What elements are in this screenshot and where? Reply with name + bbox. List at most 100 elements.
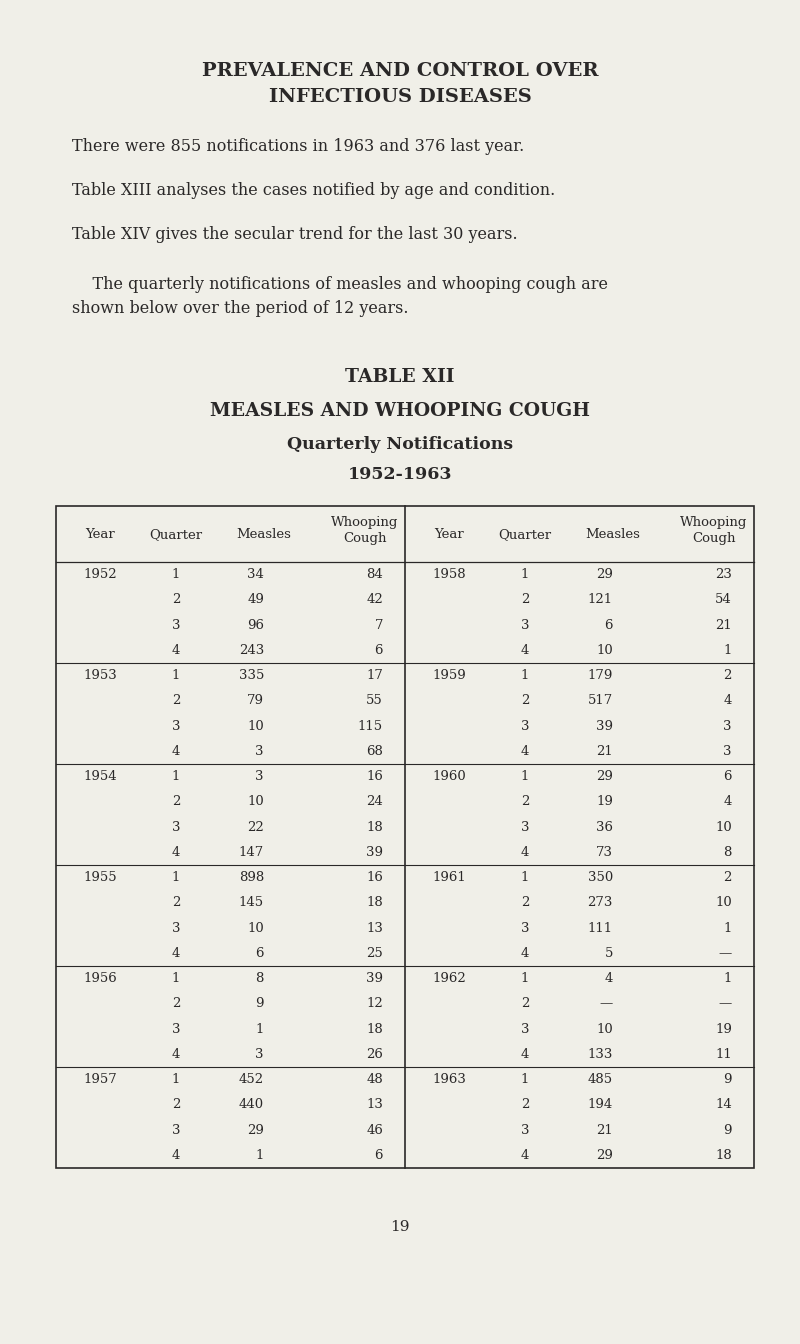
Text: Quarter: Quarter <box>498 528 551 542</box>
Text: 1952: 1952 <box>83 569 117 581</box>
Text: There were 855 notifications in 1963 and 376 last year.: There were 855 notifications in 1963 and… <box>72 138 524 155</box>
Text: 1: 1 <box>521 972 529 985</box>
Text: 6: 6 <box>255 948 264 960</box>
Text: 3: 3 <box>255 745 264 758</box>
Text: 84: 84 <box>366 569 383 581</box>
Text: Year: Year <box>85 528 115 542</box>
Text: 24: 24 <box>366 796 383 808</box>
Text: 25: 25 <box>366 948 383 960</box>
Text: Quarterly Notifications: Quarterly Notifications <box>287 435 513 453</box>
Text: 2: 2 <box>172 997 180 1011</box>
Text: 6: 6 <box>374 1149 383 1161</box>
Text: —: — <box>718 948 732 960</box>
Text: 3: 3 <box>723 719 732 732</box>
Text: 1: 1 <box>172 770 180 784</box>
Text: 49: 49 <box>247 593 264 606</box>
Text: 2: 2 <box>521 896 529 910</box>
Text: 4: 4 <box>521 1149 529 1161</box>
Text: 243: 243 <box>238 644 264 657</box>
Text: 19: 19 <box>390 1220 410 1234</box>
Text: 26: 26 <box>366 1048 383 1060</box>
Text: 1954: 1954 <box>83 770 117 784</box>
Text: 452: 452 <box>239 1073 264 1086</box>
Text: 8: 8 <box>724 845 732 859</box>
Text: 48: 48 <box>366 1073 383 1086</box>
Text: 46: 46 <box>366 1124 383 1137</box>
Text: 1: 1 <box>172 871 180 884</box>
Text: Cough: Cough <box>343 532 386 546</box>
Text: 273: 273 <box>588 896 613 910</box>
Text: 6: 6 <box>605 618 613 632</box>
Text: 145: 145 <box>239 896 264 910</box>
Text: 4: 4 <box>605 972 613 985</box>
Text: TABLE XII: TABLE XII <box>346 368 454 386</box>
Text: 29: 29 <box>596 1149 613 1161</box>
Text: 3: 3 <box>255 770 264 784</box>
Text: 79: 79 <box>247 695 264 707</box>
Text: 1: 1 <box>256 1023 264 1036</box>
Text: 517: 517 <box>588 695 613 707</box>
Text: 39: 39 <box>366 972 383 985</box>
Text: 10: 10 <box>715 821 732 833</box>
Text: 3: 3 <box>172 719 180 732</box>
Text: 12: 12 <box>366 997 383 1011</box>
Text: 1956: 1956 <box>83 972 117 985</box>
Text: 6: 6 <box>723 770 732 784</box>
Text: 34: 34 <box>247 569 264 581</box>
Text: 18: 18 <box>366 896 383 910</box>
Text: 3: 3 <box>255 1048 264 1060</box>
Text: 1: 1 <box>172 1073 180 1086</box>
Text: 29: 29 <box>247 1124 264 1137</box>
Text: 10: 10 <box>596 1023 613 1036</box>
Text: Measles: Measles <box>237 528 291 542</box>
Text: INFECTIOUS DISEASES: INFECTIOUS DISEASES <box>269 87 531 106</box>
Text: 3: 3 <box>521 821 530 833</box>
Text: 4: 4 <box>172 1048 180 1060</box>
Text: 1: 1 <box>172 972 180 985</box>
Text: 10: 10 <box>596 644 613 657</box>
Text: PREVALENCE AND CONTROL OVER: PREVALENCE AND CONTROL OVER <box>202 62 598 81</box>
Text: 3: 3 <box>172 618 180 632</box>
Text: 1: 1 <box>521 669 529 683</box>
Text: 2: 2 <box>172 896 180 910</box>
Text: 4: 4 <box>172 845 180 859</box>
Text: 111: 111 <box>588 922 613 934</box>
Text: 73: 73 <box>596 845 613 859</box>
Text: 22: 22 <box>247 821 264 833</box>
Text: 1: 1 <box>521 1073 529 1086</box>
Text: 4: 4 <box>521 745 529 758</box>
Text: 2: 2 <box>172 695 180 707</box>
Text: 2: 2 <box>172 796 180 808</box>
Text: 55: 55 <box>366 695 383 707</box>
Text: 335: 335 <box>238 669 264 683</box>
Text: shown below over the period of 12 years.: shown below over the period of 12 years. <box>72 300 409 317</box>
Text: 16: 16 <box>366 871 383 884</box>
Text: 2: 2 <box>724 871 732 884</box>
Text: 16: 16 <box>366 770 383 784</box>
Text: 6: 6 <box>374 644 383 657</box>
Text: 11: 11 <box>715 1048 732 1060</box>
Text: 2: 2 <box>521 796 529 808</box>
Text: 1: 1 <box>521 569 529 581</box>
Text: 133: 133 <box>588 1048 613 1060</box>
Text: 1: 1 <box>724 644 732 657</box>
Text: 3: 3 <box>723 745 732 758</box>
Text: 1961: 1961 <box>432 871 466 884</box>
Text: —: — <box>718 997 732 1011</box>
Bar <box>56 505 754 1168</box>
Text: Whooping: Whooping <box>680 516 748 530</box>
Text: MEASLES AND WHOOPING COUGH: MEASLES AND WHOOPING COUGH <box>210 402 590 419</box>
Text: Measles: Measles <box>586 528 641 542</box>
Text: 54: 54 <box>715 593 732 606</box>
Text: 36: 36 <box>596 821 613 833</box>
Text: 10: 10 <box>247 922 264 934</box>
Text: 1: 1 <box>521 871 529 884</box>
Text: 194: 194 <box>588 1098 613 1111</box>
Text: 1962: 1962 <box>432 972 466 985</box>
Text: 68: 68 <box>366 745 383 758</box>
Text: 21: 21 <box>596 1124 613 1137</box>
Text: 147: 147 <box>238 845 264 859</box>
Text: 4: 4 <box>172 948 180 960</box>
Text: 3: 3 <box>521 618 530 632</box>
Text: 39: 39 <box>596 719 613 732</box>
